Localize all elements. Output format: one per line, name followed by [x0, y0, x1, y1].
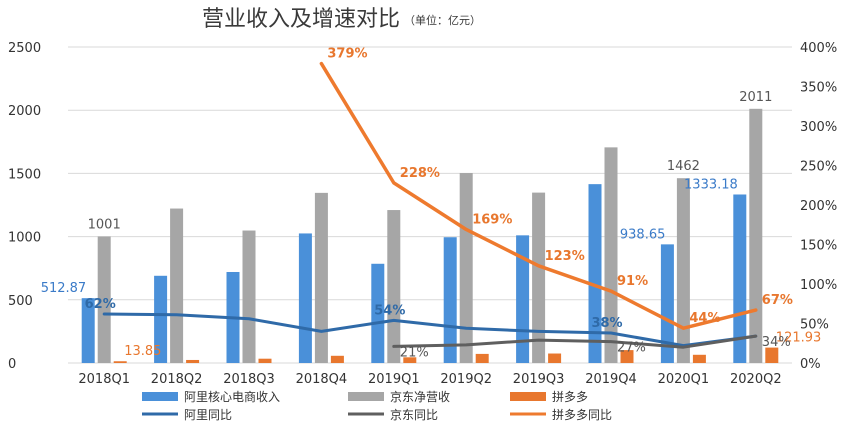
- legend-label: 阿里核心电商收入: [184, 389, 280, 404]
- x-tick-label: 2018Q2: [151, 372, 203, 387]
- left-tick-label: 2500: [8, 41, 41, 56]
- ali-line-label: 54%: [374, 303, 405, 318]
- bar-jd: [749, 108, 763, 363]
- pdd-line-label: 169%: [472, 212, 512, 227]
- x-tick-label: 2019Q4: [585, 372, 637, 387]
- bar-pdd: [258, 358, 272, 363]
- bar-jd: [676, 178, 690, 363]
- bar-ali: [588, 184, 602, 363]
- pdd-line-label: 123%: [545, 249, 585, 264]
- bar-pdd: [186, 359, 200, 363]
- pdd-bar-label: 13.85: [124, 344, 161, 359]
- bar-ali: [298, 233, 312, 363]
- legend-label: 拼多多同比: [552, 408, 612, 422]
- right-tick-label: 200%: [800, 199, 837, 214]
- x-tick-label: 2019Q1: [368, 372, 420, 387]
- jd-bar-label: 1462: [667, 159, 700, 174]
- right-tick-label: 400%: [800, 41, 837, 56]
- bar-ali: [443, 237, 457, 363]
- bar-pdd: [765, 347, 779, 363]
- pdd-line-label: 91%: [617, 274, 648, 289]
- left-tick-label: 500: [8, 294, 33, 309]
- ali-bar-label: 512.87: [41, 281, 87, 296]
- bar-ali: [660, 244, 674, 363]
- chart-title-group: 营业收入及增速对比 （单位：亿元）: [202, 7, 481, 32]
- bar-pdd: [548, 353, 562, 363]
- x-tick-label: 2018Q3: [223, 372, 275, 387]
- legend-swatch: [510, 392, 546, 401]
- ali-line-label: 62%: [85, 297, 116, 312]
- right-tick-label: 350%: [800, 81, 837, 96]
- x-axis-ticks: 2018Q1 2018Q2 2018Q3 2018Q4 2019Q1 2019Q2 2019…: [78, 372, 781, 387]
- pdd-line-label: 67%: [762, 293, 793, 308]
- line-jd-yoy: [392, 334, 758, 349]
- bar-pdd: [692, 354, 706, 363]
- jd-line-label: 34%: [762, 335, 791, 350]
- bar-ali: [81, 298, 95, 363]
- pdd-line-label: 379%: [327, 47, 367, 62]
- bar-jd: [314, 192, 328, 363]
- right-tick-label: 250%: [800, 160, 837, 175]
- right-tick-label: 0%: [800, 357, 821, 372]
- x-tick-label: 2020Q2: [730, 372, 782, 387]
- bar-ali: [733, 194, 747, 363]
- left-tick-label: 1500: [8, 167, 41, 182]
- left-tick-label: 0: [8, 357, 16, 372]
- right-tick-label: 300%: [800, 120, 837, 135]
- bar-pdd: [403, 357, 417, 363]
- left-axis-ticks: 0 500 1000 1500 2000 2500: [8, 41, 41, 372]
- bar-jd: [170, 208, 184, 363]
- bar-pdd: [113, 361, 127, 363]
- x-tick-label: 2020Q1: [658, 372, 710, 387]
- bar-jd: [604, 147, 618, 363]
- ali-bar-label: 1333.18: [684, 177, 738, 192]
- chart-unit: （单位：亿元）: [404, 13, 481, 27]
- bar-jd: [532, 192, 546, 363]
- bar-ali: [371, 263, 385, 363]
- jd-bar-label: 2011: [739, 90, 772, 105]
- bar-pdd: [330, 355, 344, 363]
- left-tick-label: 1000: [8, 231, 41, 246]
- jd-bar-label: 1001: [88, 217, 121, 232]
- bar-jd: [97, 236, 111, 363]
- bar-pdd: [620, 350, 634, 363]
- legend-swatch: [142, 392, 178, 401]
- bar-jd: [242, 230, 256, 363]
- bar-ali: [154, 275, 168, 363]
- pdd-line-label: 228%: [400, 166, 440, 181]
- x-tick-label: 2019Q3: [513, 372, 565, 387]
- data-labels: 512.87 938.65 1333.18 1001 1462 2011 13.85 121.…: [41, 47, 822, 361]
- line-ali-yoy: [102, 312, 758, 348]
- line-marks: [102, 61, 758, 349]
- left-tick-label: 2000: [8, 104, 41, 119]
- pdd-bar-label: 121.93: [776, 331, 822, 346]
- legend-swatch: [348, 392, 384, 401]
- bar-jd: [459, 173, 473, 363]
- line-pdd-yoy: [319, 61, 758, 330]
- ali-line-label: 38%: [591, 316, 622, 331]
- right-tick-label: 150%: [800, 239, 837, 254]
- pdd-line-label: 44%: [689, 311, 720, 326]
- bar-jd: [387, 210, 401, 363]
- x-tick-label: 2018Q1: [78, 372, 130, 387]
- legend-label: 拼多多: [552, 390, 588, 404]
- jd-line-label: 27%: [617, 341, 646, 356]
- legend-label: 京东同比: [390, 408, 438, 422]
- right-tick-label: 50%: [800, 318, 829, 333]
- x-tick-label: 2018Q4: [296, 372, 348, 387]
- jd-line-label: 21%: [400, 345, 429, 360]
- ali-bar-label: 938.65: [620, 227, 666, 242]
- right-axis-ticks: 0% 50% 100% 150% 200% 250% 300% 350% 400%: [800, 41, 837, 372]
- x-tick-label: 2019Q2: [440, 372, 492, 387]
- legend-label: 京东净营收: [390, 390, 450, 404]
- right-tick-label: 100%: [800, 278, 837, 293]
- bar-pdd: [475, 353, 489, 363]
- chart-title: 营业收入及增速对比: [202, 7, 400, 32]
- legend-label: 阿里同比: [184, 408, 232, 422]
